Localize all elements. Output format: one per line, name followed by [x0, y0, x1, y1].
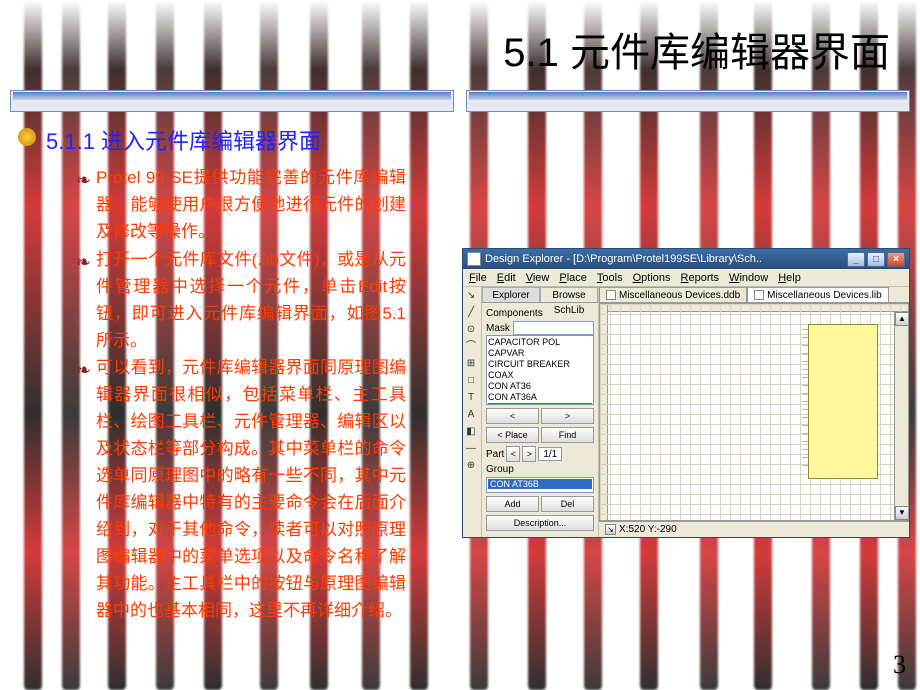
app-icon	[467, 252, 481, 266]
maximize-button[interactable]: □	[867, 252, 885, 267]
menu-help[interactable]: Help	[778, 272, 801, 284]
titlebar-text: Design Explorer - [D:\Program\Protel199S…	[485, 253, 847, 265]
tool-icon[interactable]: A	[464, 408, 478, 422]
component-list-item[interactable]: CIRCUIT BREAKER	[488, 359, 592, 370]
file-tab[interactable]: Miscellaneous Devices.lib	[747, 287, 889, 302]
menu-place[interactable]: Place	[559, 272, 587, 284]
leaf-icon: ❧	[76, 170, 91, 191]
leaf-icon: ❧	[76, 252, 91, 273]
component-list-item[interactable]: CON AT36	[488, 381, 592, 392]
tool-icon[interactable]: ↘	[464, 289, 478, 303]
find-button[interactable]: Find	[541, 427, 594, 443]
mask-input[interactable]	[513, 321, 594, 335]
part-label: Part	[486, 449, 504, 460]
next-component-button[interactable]: >	[541, 408, 594, 424]
leaf-icon: ❧	[76, 360, 91, 381]
component-list-item[interactable]: CAPVAR	[488, 348, 592, 359]
component-list-item[interactable]: COAX	[488, 370, 592, 381]
tool-icon[interactable]: T	[464, 391, 478, 405]
bullet-icon	[18, 128, 36, 146]
add-button[interactable]: Add	[486, 496, 539, 512]
file-icon	[606, 290, 616, 300]
tool-icon[interactable]: ⊕	[464, 459, 478, 473]
menu-tools[interactable]: Tools	[597, 272, 623, 284]
scroll-down-button[interactable]: ▼	[895, 506, 909, 520]
tool-icon[interactable]: ◧	[464, 425, 478, 439]
part-next-button[interactable]: >	[522, 446, 536, 462]
menubar: File Edit View Place Tools Options Repor…	[463, 269, 909, 287]
tool-icon[interactable]: —	[464, 442, 478, 456]
tool-icon[interactable]: ⊞	[464, 357, 478, 371]
schematic-canvas[interactable]: —————————————————— ▲ ▼	[599, 303, 909, 521]
workspace: ↘ ╱ ⊙ ⌒ ⊞ □ TA ◧ — ⊕ Explorer Browse SchLib Compo…	[463, 287, 909, 537]
group-label: Group	[486, 464, 594, 475]
component-manager-panel: Explorer Browse SchLib Components Mask C…	[481, 287, 599, 537]
prev-component-button[interactable]: <	[486, 408, 539, 424]
component-list[interactable]: CAPACITOR POLCAPVARCIRCUIT BREAKERCOAXCO…	[486, 335, 594, 405]
file-tab-label: Miscellaneous Devices.lib	[767, 288, 882, 303]
tool-icon[interactable]: ⊙	[464, 323, 478, 337]
explorer-tab[interactable]: Explorer	[482, 287, 540, 302]
part-count: 1/1	[538, 447, 562, 461]
drawing-toolbar: ↘ ╱ ⊙ ⌒ ⊞ □ TA ◧ — ⊕	[463, 287, 481, 537]
mask-label: Mask	[486, 323, 510, 334]
group-list[interactable]: CON AT36B	[486, 477, 594, 493]
scroll-up-button[interactable]: ▲	[895, 312, 909, 326]
section-heading: 5.1.1 进入元件库编辑器界面	[46, 124, 321, 156]
status-coords: X:520 Y:-290	[619, 522, 677, 537]
file-icon	[754, 290, 764, 300]
mini-window-strip	[10, 90, 910, 112]
vertical-scrollbar[interactable]: ▲ ▼	[894, 312, 908, 520]
menu-file[interactable]: File	[469, 272, 487, 284]
component-list-item[interactable]: CON AT36B	[488, 403, 592, 405]
del-button[interactable]: Del	[541, 496, 594, 512]
pin-labels: ——————————————————	[802, 326, 808, 470]
paragraph-2: 打开一个元件库文件(.lib文件)，或是从元件管理器中选择一个元件，单击Edit…	[96, 246, 406, 354]
status-arrow-icon[interactable]: ↘	[605, 524, 616, 535]
paragraph-3: 可以看到，元件库编辑器界面同原理图编辑器界面很相似，包括菜单栏、主工具栏、绘图工…	[96, 354, 406, 624]
status-bar: ↘ X:520 Y:-290	[599, 521, 909, 537]
minimize-button[interactable]: _	[847, 252, 865, 267]
tool-icon[interactable]: □	[464, 374, 478, 388]
titlebar[interactable]: Design Explorer - [D:\Program\Protel199S…	[463, 249, 909, 269]
tool-icon[interactable]: ╱	[464, 306, 478, 320]
menu-options[interactable]: Options	[633, 272, 671, 284]
close-button[interactable]: ×	[887, 252, 905, 267]
menu-reports[interactable]: Reports	[681, 272, 720, 284]
file-tab-label: Miscellaneous Devices.ddb	[619, 288, 740, 303]
component-list-item[interactable]: CAPACITOR POL	[488, 337, 592, 348]
menu-window[interactable]: Window	[729, 272, 768, 284]
mini-window-right	[466, 90, 910, 112]
group-item[interactable]: CON AT36B	[488, 479, 592, 489]
components-label: Components	[486, 308, 594, 319]
menu-edit[interactable]: Edit	[497, 272, 516, 284]
component-symbol[interactable]	[808, 324, 878, 479]
paragraph-1: Protel 99 SE提供功能完善的元件库编辑器，能够使用户很方便地进行元件的…	[96, 164, 406, 245]
component-list-item[interactable]: CON AT36A	[488, 392, 592, 403]
page-number: 3	[893, 650, 906, 680]
part-prev-button[interactable]: <	[506, 446, 520, 462]
editor-area: Miscellaneous Devices.ddb Miscellaneous D…	[599, 287, 909, 537]
mini-window-left	[10, 90, 454, 112]
slide-title: 5.1 元件库编辑器界面	[0, 20, 920, 78]
file-tabs: Miscellaneous Devices.ddb Miscellaneous D…	[599, 287, 909, 303]
menu-view[interactable]: View	[526, 272, 550, 284]
place-button[interactable]: < Place	[486, 427, 539, 443]
file-tab[interactable]: Miscellaneous Devices.ddb	[599, 287, 747, 302]
design-explorer-window: Design Explorer - [D:\Program\Protel199S…	[462, 248, 910, 538]
description-button[interactable]: Description...	[486, 515, 594, 531]
tool-icon[interactable]: ⌒	[464, 340, 478, 354]
browse-schlib-tab[interactable]: Browse SchLib	[540, 287, 598, 302]
